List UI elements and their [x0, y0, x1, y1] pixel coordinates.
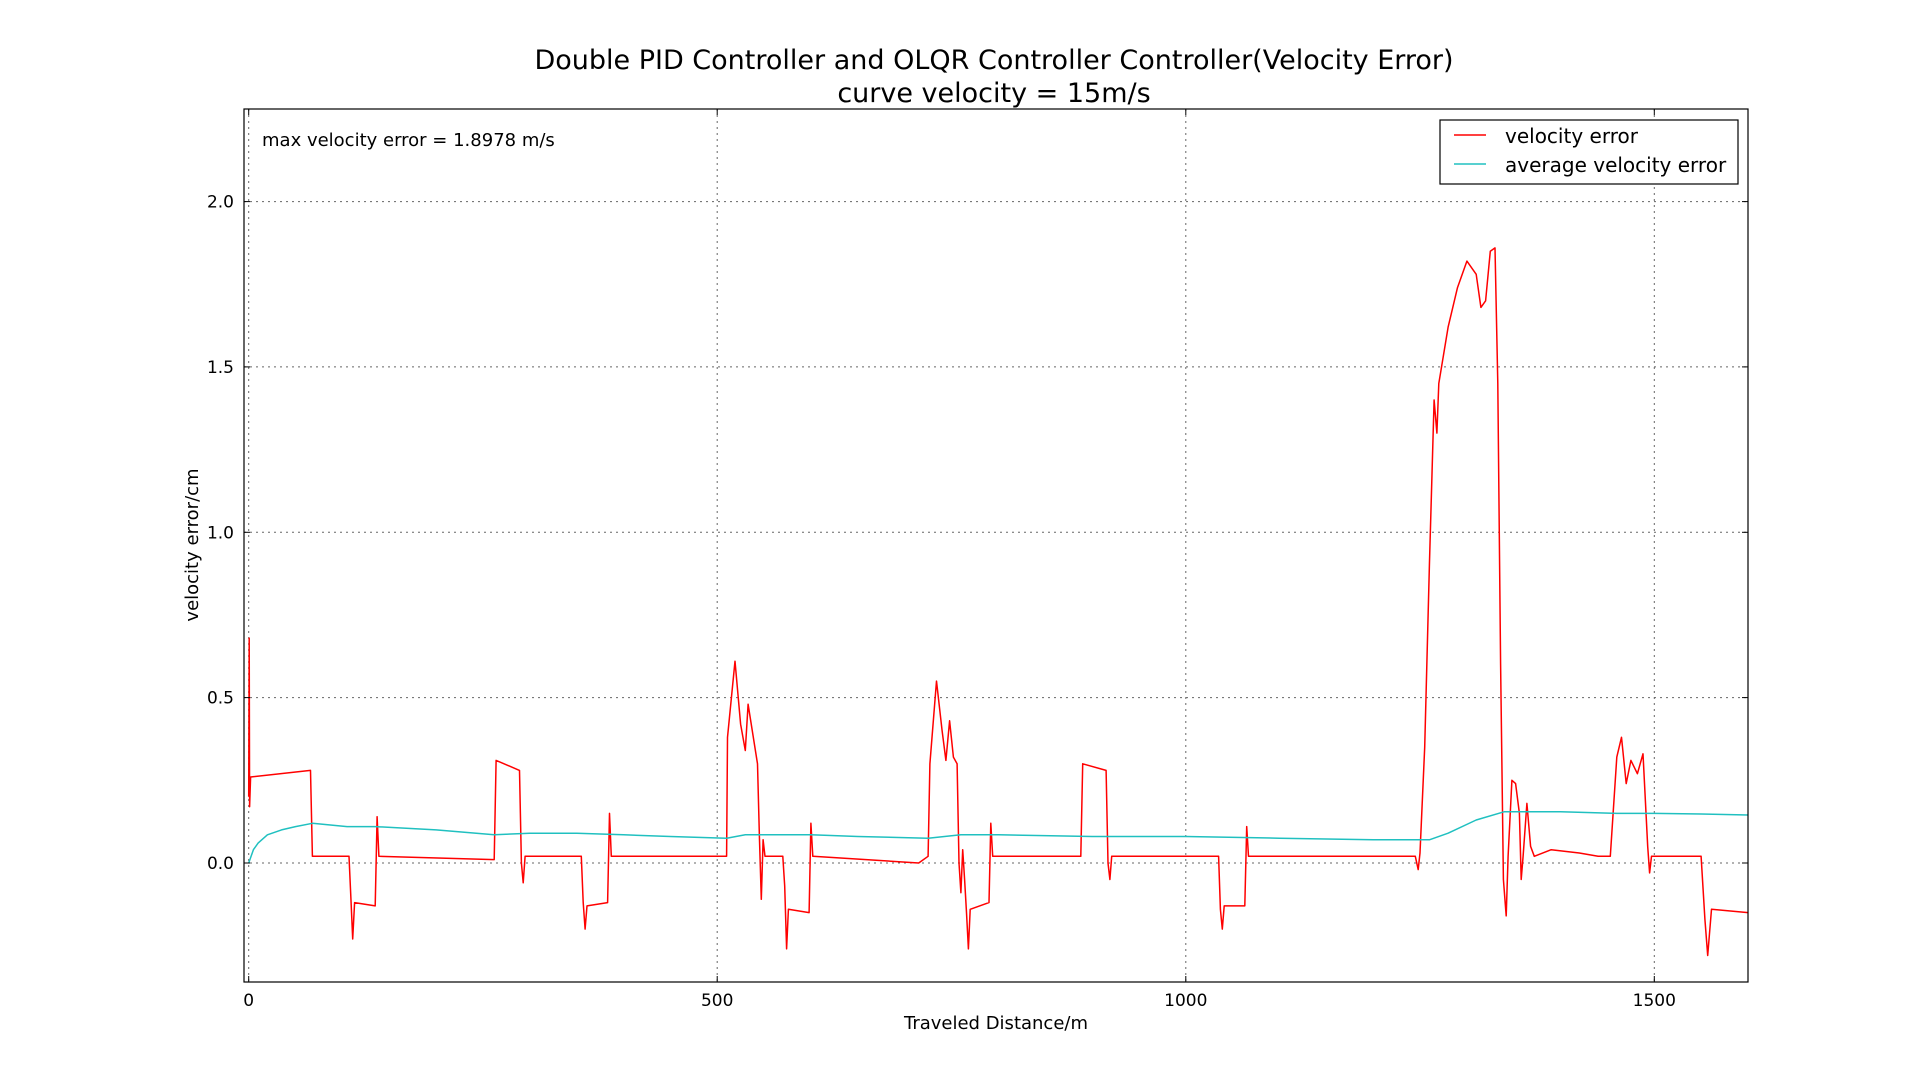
- max-error-annotation: max velocity error = 1.8978 m/s: [262, 130, 555, 151]
- axis-ticks: 0 500 1000 1500 0.0 0.5 1.0 1.5 2.0: [207, 109, 1748, 1011]
- x-tick-label: 0: [243, 991, 254, 1011]
- y-tick-label: 0.0: [207, 854, 234, 874]
- series-layer: [247, 247, 1749, 957]
- x-axis-label: Traveled Distance/m: [903, 1013, 1088, 1034]
- series-velocity-error-line: [247, 247, 1749, 957]
- legend: velocity error average velocity error: [1439, 119, 1739, 185]
- y-tick-label: 2.0: [207, 193, 234, 213]
- y-axis-label: velocity error/cm: [182, 468, 203, 621]
- grid-lines: [244, 109, 1748, 982]
- x-tick-label: 1000: [1164, 991, 1207, 1011]
- y-tick-label: 0.5: [207, 689, 234, 709]
- legend-box: [1439, 119, 1739, 185]
- y-tick-label: 1.0: [207, 523, 234, 543]
- x-tick-label: 1500: [1633, 991, 1676, 1011]
- plot-frame: [243, 108, 1749, 983]
- y-tick-label: 1.5: [207, 358, 234, 378]
- legend-label-average-velocity-error: average velocity error: [1505, 153, 1727, 177]
- chart-subtitle: curve velocity = 15m/s: [837, 78, 1150, 109]
- legend-label-velocity-error: velocity error: [1505, 124, 1639, 148]
- x-tick-label: 500: [701, 991, 733, 1011]
- chart-title: Double PID Controller and OLQR Controlle…: [534, 45, 1453, 76]
- series-average-velocity-error-line: [247, 810, 1749, 864]
